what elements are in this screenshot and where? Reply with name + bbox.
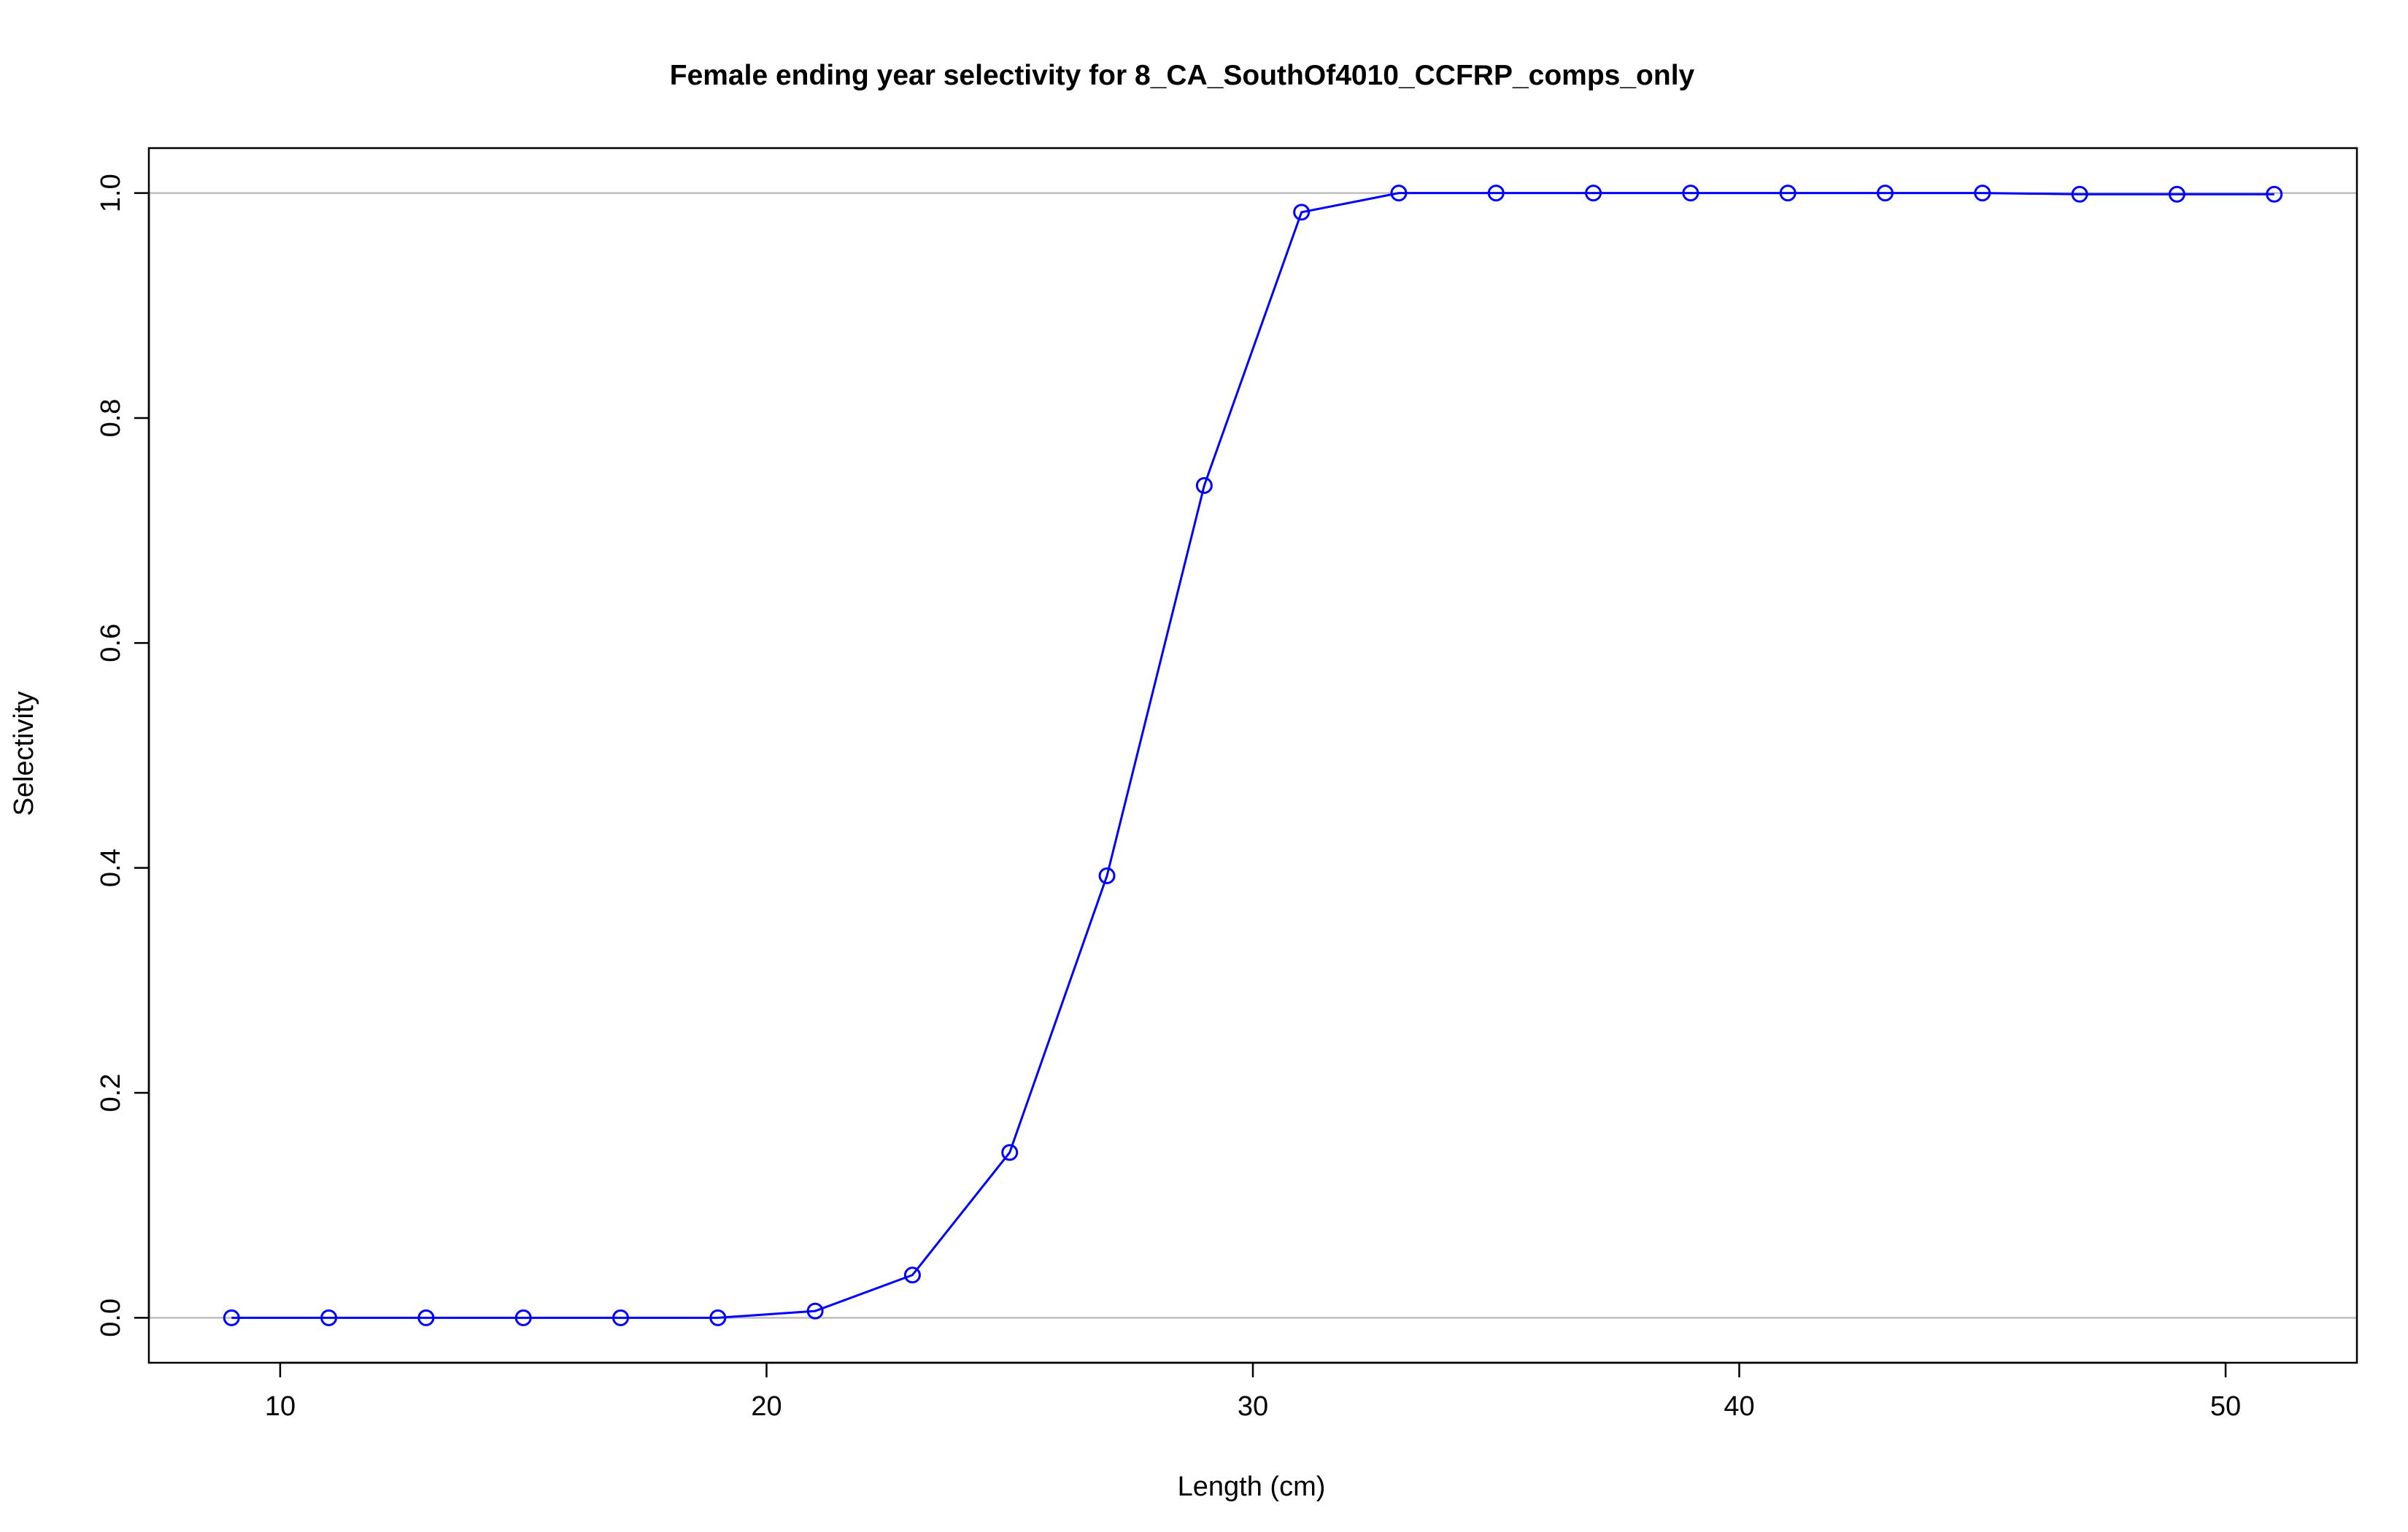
y-tick-label: 1.0	[96, 174, 126, 212]
data-point	[1001, 1144, 1019, 1161]
x-tick-label: 10	[265, 1391, 296, 1422]
data-point	[1779, 185, 1797, 202]
data-point	[903, 1266, 921, 1284]
data-point	[612, 1309, 630, 1326]
series-layer	[223, 185, 2283, 1326]
y-tick-label: 0.0	[96, 1299, 126, 1337]
x-axis-label: Length (cm)	[1178, 1471, 1326, 1502]
x-tick-label: 40	[1724, 1391, 1754, 1422]
data-point	[1876, 185, 1894, 202]
chart-title: Female ending year selectivity for 8_CA_…	[670, 60, 1695, 91]
data-point	[2168, 185, 2185, 203]
x-tick-label: 50	[2210, 1391, 2241, 1422]
data-point	[1487, 185, 1505, 202]
data-point	[1390, 185, 1408, 202]
y-tick-label: 0.2	[96, 1074, 126, 1113]
data-point	[223, 1309, 240, 1326]
x-axis: 10 20 30 40 50	[265, 1361, 2241, 1422]
data-point	[806, 1302, 824, 1320]
y-axis: 0.0 0.2 0.4 0.6 0.8 1.0	[96, 174, 150, 1337]
data-point	[1098, 867, 1116, 884]
data-point	[1974, 185, 1991, 202]
y-tick-label: 0.8	[96, 399, 126, 438]
data-point	[320, 1309, 338, 1326]
data-point	[417, 1309, 435, 1326]
y-tick-label: 0.4	[96, 848, 126, 887]
y-axis-label: Selectivity	[9, 691, 39, 816]
x-tick-label: 30	[1238, 1391, 1268, 1422]
data-point	[1195, 477, 1213, 494]
x-tick-label: 20	[751, 1391, 782, 1422]
series-line	[231, 192, 2274, 1319]
y-tick-label: 0.6	[96, 624, 126, 662]
data-point	[1682, 185, 1699, 202]
data-point	[1293, 204, 1311, 221]
data-point	[2266, 185, 2283, 203]
data-point	[514, 1309, 532, 1326]
data-point	[1585, 185, 1602, 202]
data-point	[709, 1309, 727, 1326]
data-point	[2071, 185, 2088, 203]
